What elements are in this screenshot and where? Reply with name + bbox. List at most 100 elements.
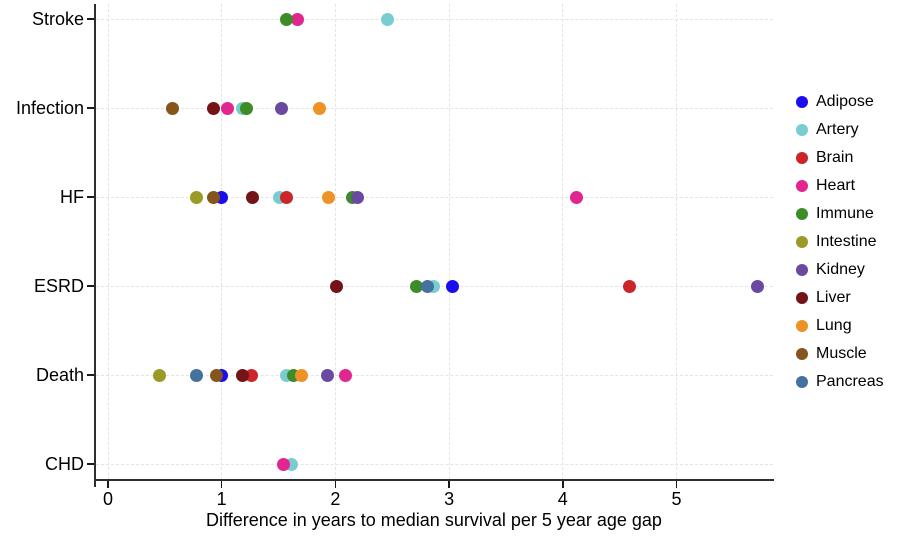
x-gridline xyxy=(107,4,109,480)
x-gridline xyxy=(676,4,677,480)
legend-label: Immune xyxy=(816,205,874,222)
legend-label: Brain xyxy=(816,149,854,166)
legend-swatch-icon xyxy=(796,96,808,108)
data-point-liver-hf xyxy=(245,190,259,204)
legend-label: Muscle xyxy=(816,345,867,362)
legend-swatch-icon xyxy=(796,152,808,164)
legend-item-kidney: Kidney xyxy=(796,256,884,284)
data-point-heart-death xyxy=(339,368,353,382)
legend-item-pancreas: Pancreas xyxy=(796,368,884,396)
data-point-artery-stroke xyxy=(381,12,395,26)
y-gridline xyxy=(96,196,773,198)
legend-swatch-icon xyxy=(796,264,808,276)
x-tick-mark xyxy=(220,481,223,488)
y-tick-mark xyxy=(87,18,95,20)
data-point-pancreas-death xyxy=(190,368,204,382)
legend-swatch-icon xyxy=(796,208,808,220)
legend-item-artery: Artery xyxy=(796,116,884,144)
y-category-label: Death xyxy=(35,365,84,385)
data-point-liver-esrd xyxy=(330,279,344,293)
data-point-immune-stroke xyxy=(280,12,293,26)
x-tick-label: 4 xyxy=(557,489,568,509)
x-tick-label: 5 xyxy=(671,489,682,509)
y-gridline xyxy=(96,374,773,376)
data-point-lung-hf xyxy=(322,190,336,204)
data-point-brain-hf xyxy=(280,190,293,204)
data-point-muscle-infection xyxy=(166,101,180,115)
y-gridline xyxy=(96,18,773,20)
data-point-immune-esrd xyxy=(409,279,423,293)
data-point-heart-hf xyxy=(569,190,583,204)
legend-swatch-icon xyxy=(796,292,808,304)
data-point-liver-death xyxy=(235,368,249,382)
x-tick-mark xyxy=(562,481,564,488)
x-tick-label: 1 xyxy=(216,489,227,509)
x-gridline xyxy=(221,4,223,480)
legend-swatch-icon xyxy=(796,180,808,192)
x-tick-label: 3 xyxy=(444,489,455,509)
x-gridline xyxy=(334,4,336,480)
y-gridline xyxy=(96,107,773,109)
data-point-kidney-hf xyxy=(350,190,364,204)
data-point-heart-infection xyxy=(220,101,234,115)
legend-swatch-icon xyxy=(796,348,808,360)
legend-item-intestine: Intestine xyxy=(796,228,884,256)
x-axis-title: Difference in years to median survival p… xyxy=(206,510,662,530)
x-tick-label: 2 xyxy=(330,489,341,509)
data-point-intestine-death xyxy=(152,368,166,382)
data-point-brain-esrd xyxy=(623,279,637,293)
y-category-label: CHD xyxy=(45,454,84,474)
x-gridline xyxy=(448,4,450,480)
legend-item-muscle: Muscle xyxy=(796,340,884,368)
legend-swatch-icon xyxy=(796,376,808,388)
data-point-muscle-hf xyxy=(207,190,221,204)
y-axis-line xyxy=(94,4,96,487)
legend-swatch-icon xyxy=(796,124,808,136)
legend-label: Lung xyxy=(816,317,852,334)
legend-label: Heart xyxy=(816,177,856,194)
legend-item-adipose: Adipose xyxy=(796,88,884,116)
y-category-label: ESRD xyxy=(33,276,84,296)
legend-item-immune: Immune xyxy=(796,200,884,228)
data-point-lung-infection xyxy=(312,101,326,115)
data-point-pancreas-esrd xyxy=(420,279,434,293)
y-tick-mark xyxy=(87,285,95,287)
legend-label: Intestine xyxy=(816,233,877,250)
legend-item-heart: Heart xyxy=(796,172,884,200)
x-tick-mark xyxy=(448,481,450,488)
y-category-label: Infection xyxy=(15,98,84,118)
legend-swatch-icon xyxy=(796,320,808,332)
legend-item-liver: Liver xyxy=(796,284,884,312)
legend-label: Artery xyxy=(816,121,859,138)
x-tick-mark xyxy=(334,481,337,488)
legend-label: Adipose xyxy=(816,93,874,110)
x-tick-mark xyxy=(107,481,109,488)
y-tick-mark xyxy=(87,463,95,465)
legend-item-lung: Lung xyxy=(796,312,884,340)
legend-label: Kidney xyxy=(816,261,865,278)
data-point-liver-infection xyxy=(207,101,221,115)
x-tick-mark xyxy=(675,481,678,488)
data-point-lung-death xyxy=(294,368,308,382)
data-point-kidney-esrd xyxy=(750,279,764,293)
legend-item-brain: Brain xyxy=(796,144,884,172)
y-tick-mark xyxy=(87,196,95,198)
data-point-heart-stroke xyxy=(291,12,305,26)
x-gridline xyxy=(562,4,564,480)
data-point-kidney-infection xyxy=(275,101,289,115)
x-axis-line xyxy=(93,479,774,481)
y-category-label: HF xyxy=(60,187,84,207)
data-point-intestine-hf xyxy=(190,190,204,204)
y-category-label: Stroke xyxy=(31,9,84,29)
y-tick-mark xyxy=(87,374,95,376)
x-tick-label: 0 xyxy=(102,489,113,509)
data-point-adipose-esrd xyxy=(446,279,459,293)
data-point-muscle-death xyxy=(209,368,223,382)
y-tick-mark xyxy=(87,107,95,109)
legend: Adipose Artery Brain Heart Immune Intestine Ki… xyxy=(796,88,884,396)
data-point-kidney-death xyxy=(320,368,334,382)
y-gridline xyxy=(96,463,773,465)
data-point-heart-chd xyxy=(276,457,290,471)
legend-label: Pancreas xyxy=(816,373,884,390)
